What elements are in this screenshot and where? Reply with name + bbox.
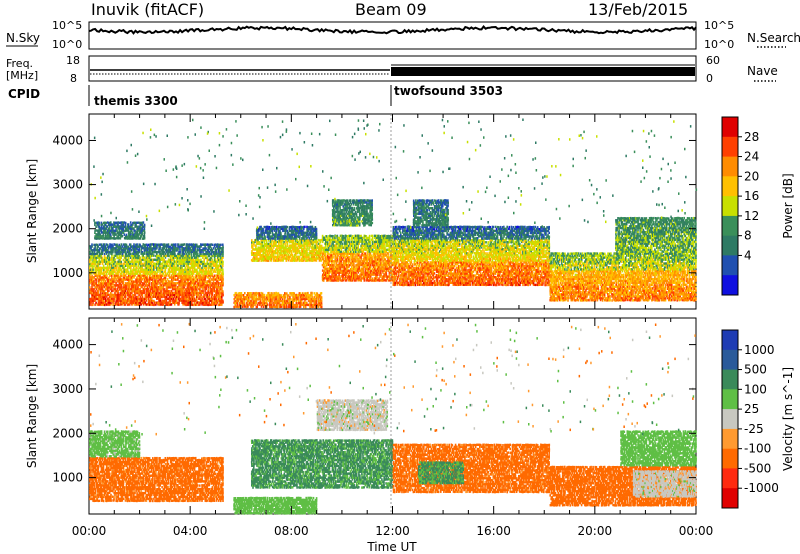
range-gate-cell [162, 275, 164, 277]
cpid-label: CPID [8, 87, 40, 101]
cpid-segment-themis: themis 3300 [94, 94, 178, 108]
range-gate-cell [139, 288, 141, 290]
range-gate-cell [178, 302, 180, 304]
sky-tick-top-right: 10^5 [704, 19, 734, 32]
sky-panel-frame [89, 22, 696, 49]
range-gate-cell [129, 286, 131, 288]
range-gate-cell [157, 282, 159, 284]
nave-tick-top: 60 [706, 54, 720, 67]
sky-tick-top-left: 10^5 [52, 19, 82, 32]
freq-tick-bottom: 8 [70, 72, 77, 85]
range-gate-cell [89, 304, 91, 306]
power-marks [89, 119, 697, 309]
range-gate-cell [169, 290, 171, 292]
sky-label: N.Sky [6, 31, 40, 45]
beam-title: Beam 09 [355, 0, 427, 19]
twofsound-dense-trace [391, 67, 695, 76]
range-gate-cell [134, 294, 136, 296]
sky-tick-bottom-left: 10^0 [52, 38, 82, 51]
range-gate-cell [108, 277, 110, 279]
cpid-segment-twofsound: twofsound 3503 [394, 84, 503, 98]
range-gate-cell [95, 281, 97, 283]
range-gate-cell [105, 280, 107, 282]
range-gate-cell [112, 304, 114, 306]
nave-tick-bottom: 0 [706, 72, 713, 85]
range-gate-cell [97, 290, 99, 292]
sky-tick-bottom-right: 10^0 [704, 38, 734, 51]
range-gate-cell [100, 292, 102, 294]
freq-label-line2: [MHz] [6, 69, 38, 82]
freq-tick-top: 18 [66, 54, 80, 67]
search-label: N.Search [747, 31, 800, 45]
nave-label: Nave [747, 64, 778, 78]
sky-noise-trace [89, 27, 696, 34]
station-title: Inuvik (fitACF) [91, 0, 204, 19]
range-gate-cell [106, 275, 108, 277]
range-gate-cell [149, 282, 151, 284]
scatter-region [89, 274, 224, 306]
radar-figure: Inuvik (fitACF) Beam 09 13/Feb/2015 N.Sk… [0, 0, 800, 554]
date-title: 13/Feb/2015 [588, 0, 688, 19]
